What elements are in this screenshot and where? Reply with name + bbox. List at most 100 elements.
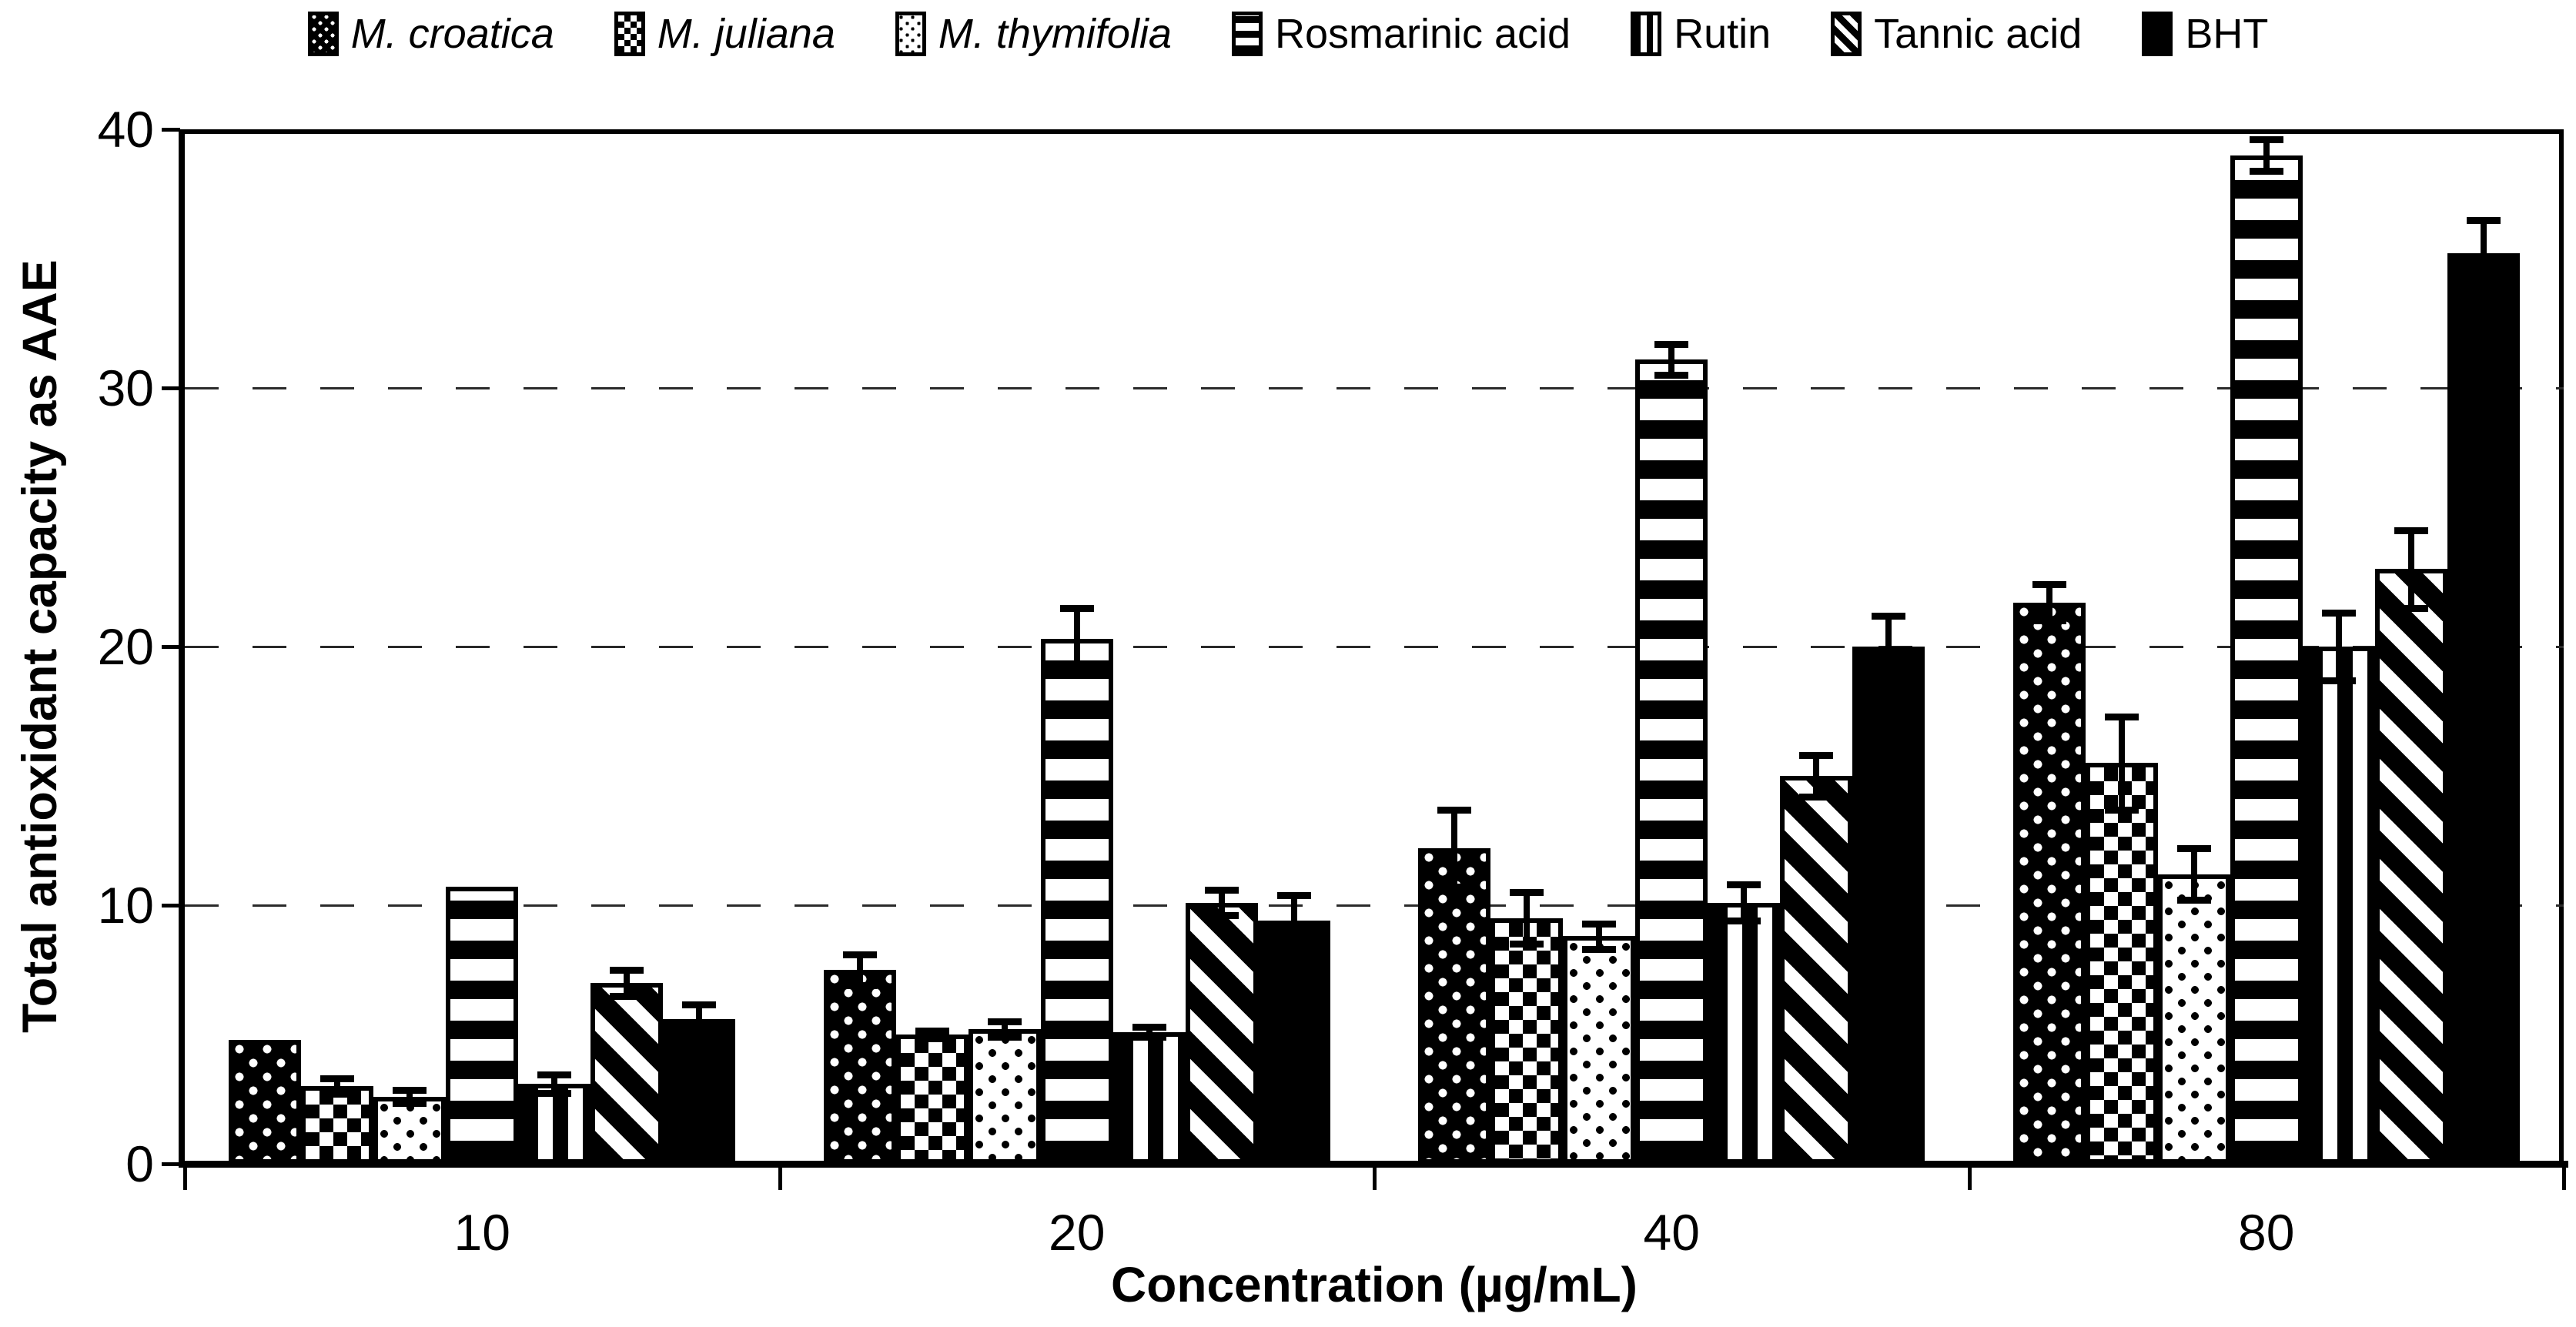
x-tick-boundary-3 [1967,1167,1972,1190]
error-bar-cap-top-m-croatica-40 [1437,806,1472,814]
error-bar-cap-top-bht-20 [1276,891,1311,899]
error-bar-cap-bottom-bht-10 [682,1030,717,1038]
error-bar-cap-bottom-m-thymifolia-40 [1582,946,1617,954]
error-bar-cap-bottom-m-thymifolia-80 [2176,897,2211,904]
legend-label-m-juliana: M. juliana [657,11,835,57]
error-bar-cap-bottom-rosmarinic-acid-80 [2249,167,2283,175]
error-bar-stem-m-thymifolia-20 [1001,1021,1008,1038]
error-bar-cap-bottom-m-thymifolia-20 [987,1034,1022,1041]
legend-label-m-croatica: M. croatica [350,11,554,57]
x-tick-label-10: 10 [453,1204,510,1261]
gridline-y-20 [185,646,2564,648]
bar-m-croatica-40 [1418,848,1491,1164]
x-tick-label-40: 40 [1643,1204,1700,1261]
bar-m-croatica-20 [823,970,896,1164]
error-bar-cap-top-tannic-acid-40 [1799,752,1834,760]
error-bar-stem-rutin-20 [1146,1026,1153,1038]
bar-tannic-acid-10 [590,982,664,1164]
error-bar-cap-bottom-tannic-acid-40 [1799,793,1834,801]
error-bar-stem-m-croatica-20 [856,954,863,986]
error-bar-cap-top-m-croatica-80 [2032,581,2066,589]
y-tick-40 [162,128,180,132]
error-bar-cap-bottom-bht-40 [1872,674,1906,682]
error-bar-stem-m-juliana-20 [928,1030,935,1039]
error-bar-cap-top-m-croatica-20 [842,951,877,958]
bar-m-croatica-80 [2012,602,2086,1164]
x-axis-title: Concentration (µg/mL) [1111,1257,1638,1312]
error-bar-cap-bottom-tannic-acid-80 [2394,604,2428,612]
error-bar-stem-m-croatica-80 [2046,584,2052,621]
bar-m-thymifolia-20 [968,1029,1041,1164]
error-bar-cap-bottom-m-juliana-10 [320,1091,355,1098]
y-tick-10 [162,904,180,908]
error-bar-cap-bottom-m-croatica-80 [2032,617,2066,625]
plot-area [185,129,2564,1164]
error-bar-cap-top-tannic-acid-80 [2394,526,2428,534]
y-tick-label-10: 10 [97,877,154,934]
error-bar-cap-top-bht-40 [1872,612,1906,620]
bar-rutin-40 [1708,902,1781,1164]
error-bar-cap-top-rutin-10 [537,1071,572,1079]
gridline-y-10 [185,904,2564,907]
bar-tannic-acid-40 [1780,776,1853,1164]
error-bar-cap-top-m-thymifolia-10 [393,1087,427,1095]
error-bar-cap-bottom-bht-80 [2466,283,2501,291]
legend-swatch-tannic-acid-icon [1831,12,1862,56]
legend-swatch-m-juliana-icon [614,12,645,56]
error-bar-stem-m-thymifolia-10 [406,1090,413,1104]
error-bar-stem-m-juliana-10 [334,1078,341,1095]
error-bar-cap-top-m-juliana-40 [1510,889,1544,897]
error-bar-cap-bottom-rosmarinic-acid-40 [1654,372,1689,379]
bar-rutin-20 [1112,1031,1186,1164]
error-bar-stem-tannic-acid-80 [2407,530,2414,608]
y-tick-20 [162,645,180,649]
error-bar-stem-rutin-40 [1741,884,1748,921]
legend-swatch-bht-icon [2142,12,2173,56]
error-bar-cap-bottom-m-juliana-80 [2104,806,2139,814]
bar-rosmarinic-acid-80 [2230,155,2303,1164]
error-bar-cap-bottom-m-croatica-40 [1437,884,1472,891]
error-bar-cap-bottom-tannic-acid-10 [610,992,644,1000]
error-bar-stem-rutin-10 [551,1075,558,1093]
error-bar-cap-bottom-rutin-10 [537,1089,572,1097]
error-bar-cap-bottom-rutin-20 [1132,1034,1166,1041]
error-bar-cap-top-m-thymifolia-20 [987,1018,1022,1026]
error-bar-cap-bottom-m-juliana-20 [915,1035,949,1043]
legend-swatch-rosmarinic-acid-icon [1231,12,1263,56]
bar-bht-80 [2447,253,2520,1164]
bar-tannic-acid-80 [2374,569,2447,1164]
error-bar-cap-bottom-rosmarinic-acid-20 [1059,667,1094,674]
error-bar-stem-rosmarinic-acid-40 [1668,343,1675,376]
bar-m-juliana-40 [1490,918,1564,1164]
error-bar-cap-top-rutin-40 [1727,881,1761,889]
error-bar-stem-m-juliana-80 [2118,716,2125,810]
bar-m-thymifolia-40 [1563,936,1636,1164]
legend-swatch-m-thymifolia-icon [895,12,926,56]
y-tick-30 [162,386,180,390]
x-tick-boundary-4 [2562,1167,2566,1190]
legend-item-rosmarinic-acid: Rosmarinic acid [1231,11,1571,57]
error-bar-cap-top-rosmarinic-acid-40 [1654,340,1689,348]
legend-label-m-thymifolia: M. thymifolia [938,11,1172,57]
legend-item-m-thymifolia: M. thymifolia [895,12,1172,56]
error-bar-cap-bottom-m-thymifolia-10 [393,1100,427,1108]
bar-m-croatica-10 [229,1039,302,1164]
error-bar-stem-m-thymifolia-40 [1596,923,1603,950]
legend-label-rosmarinic-acid: Rosmarinic acid [1274,11,1571,57]
legend-label-rutin: Rutin [1674,11,1771,57]
y-axis-line [179,129,185,1168]
bar-tannic-acid-20 [1185,902,1258,1164]
legend: M. croatica M. juliana M. thymifolia Rosmar… [0,5,2576,63]
legend-item-m-juliana: M. juliana [614,12,835,56]
error-bar-stem-bht-20 [1290,894,1297,947]
y-tick-label-0: 0 [125,1135,154,1192]
error-bar-stem-bht-10 [696,1004,703,1034]
y-tick-label-20: 20 [97,618,154,675]
error-bar-stem-tannic-acid-20 [1218,889,1225,916]
bar-m-thymifolia-10 [373,1096,447,1164]
legend-swatch-rutin-icon [1631,12,1662,56]
gridline-y-30 [185,387,2564,389]
legend-label-bht: BHT [2185,11,2269,57]
error-bar-cap-bottom-tannic-acid-20 [1204,912,1239,920]
error-bar-stem-m-thymifolia-80 [2190,848,2197,901]
